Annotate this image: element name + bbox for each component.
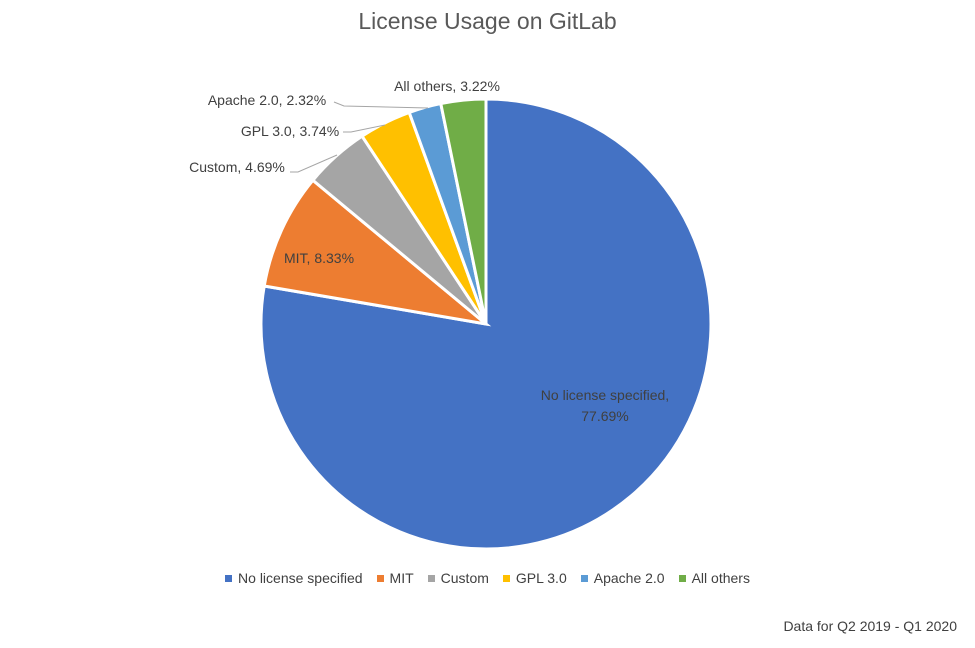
leader-line	[333, 101, 429, 109]
data-label: All others, 3.22%	[394, 78, 500, 94]
leader-lines	[290, 101, 429, 173]
legend-swatch	[678, 574, 686, 582]
leader-line	[343, 124, 386, 133]
footnote: Data for Q2 2019 - Q1 2020	[783, 618, 957, 634]
legend-label: All others	[691, 570, 750, 586]
data-label: Apache 2.0, 2.32%	[208, 92, 326, 108]
pie-slice-all-others	[439, 97, 488, 325]
legend-item: MIT	[376, 570, 414, 586]
legend-label: No license specified	[238, 570, 363, 586]
legend-swatch	[427, 574, 435, 582]
data-label: GPL 3.0, 3.74%	[241, 123, 339, 139]
legend-item: Custom	[427, 570, 489, 586]
pie-chart: No license specified, 77.69% MIT, 8.33% Cus…	[189, 78, 713, 551]
legend-item: All others	[678, 570, 750, 586]
legend-swatch	[580, 574, 588, 582]
chart-title: License Usage on GitLab	[358, 8, 617, 34]
legend-swatch	[225, 574, 233, 582]
legend-item: Apache 2.0	[580, 570, 665, 586]
data-label: Custom, 4.69%	[189, 159, 285, 175]
legend-item: GPL 3.0	[502, 570, 567, 586]
legend-label: GPL 3.0	[515, 570, 567, 586]
pie-slice-no-license-specified	[259, 97, 713, 551]
data-label: MIT, 8.33%	[284, 250, 354, 266]
legend-label: MIT	[389, 570, 414, 586]
legend: No license specified MIT Custom GPL 3.0 Apac…	[0, 570, 975, 586]
data-labels: No license specified, 77.69% MIT, 8.33% Cus…	[189, 78, 669, 424]
legend-label: Apache 2.0	[593, 570, 665, 586]
legend-swatch	[376, 574, 384, 582]
legend-item: No license specified	[225, 570, 363, 586]
legend-swatch	[502, 574, 510, 582]
leader-line	[290, 154, 338, 173]
legend-label: Custom	[440, 570, 489, 586]
pie-slices	[259, 97, 713, 551]
data-label: No license specified, 77.69%	[541, 387, 669, 424]
pie-slice-mit	[262, 178, 492, 327]
